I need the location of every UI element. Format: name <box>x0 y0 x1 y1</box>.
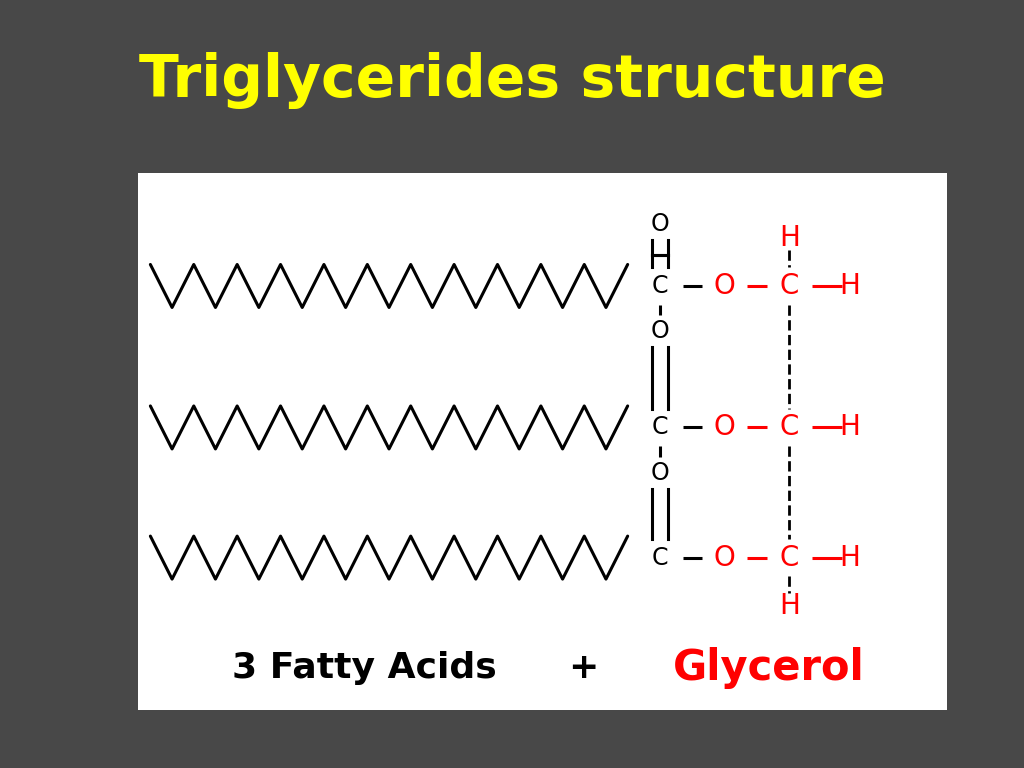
Text: O: O <box>714 272 735 300</box>
Text: H: H <box>779 224 800 252</box>
Text: C: C <box>779 272 799 300</box>
Text: +: + <box>568 651 598 685</box>
Text: O: O <box>714 544 735 571</box>
Text: H: H <box>840 272 860 300</box>
Text: C: C <box>779 413 799 442</box>
Text: 3 Fatty Acids: 3 Fatty Acids <box>232 651 497 685</box>
Text: O: O <box>714 413 735 442</box>
Bar <box>138 173 947 710</box>
Text: O: O <box>650 212 670 236</box>
Text: C: C <box>651 415 669 439</box>
Text: H: H <box>840 413 860 442</box>
Text: C: C <box>651 274 669 298</box>
Text: Triglycerides structure: Triglycerides structure <box>138 52 886 109</box>
Text: O: O <box>650 461 670 485</box>
Text: H: H <box>840 544 860 571</box>
Text: H: H <box>779 591 800 620</box>
Text: C: C <box>779 544 799 571</box>
Text: Glycerol: Glycerol <box>674 647 865 689</box>
Text: C: C <box>651 545 669 570</box>
Text: O: O <box>650 319 670 343</box>
